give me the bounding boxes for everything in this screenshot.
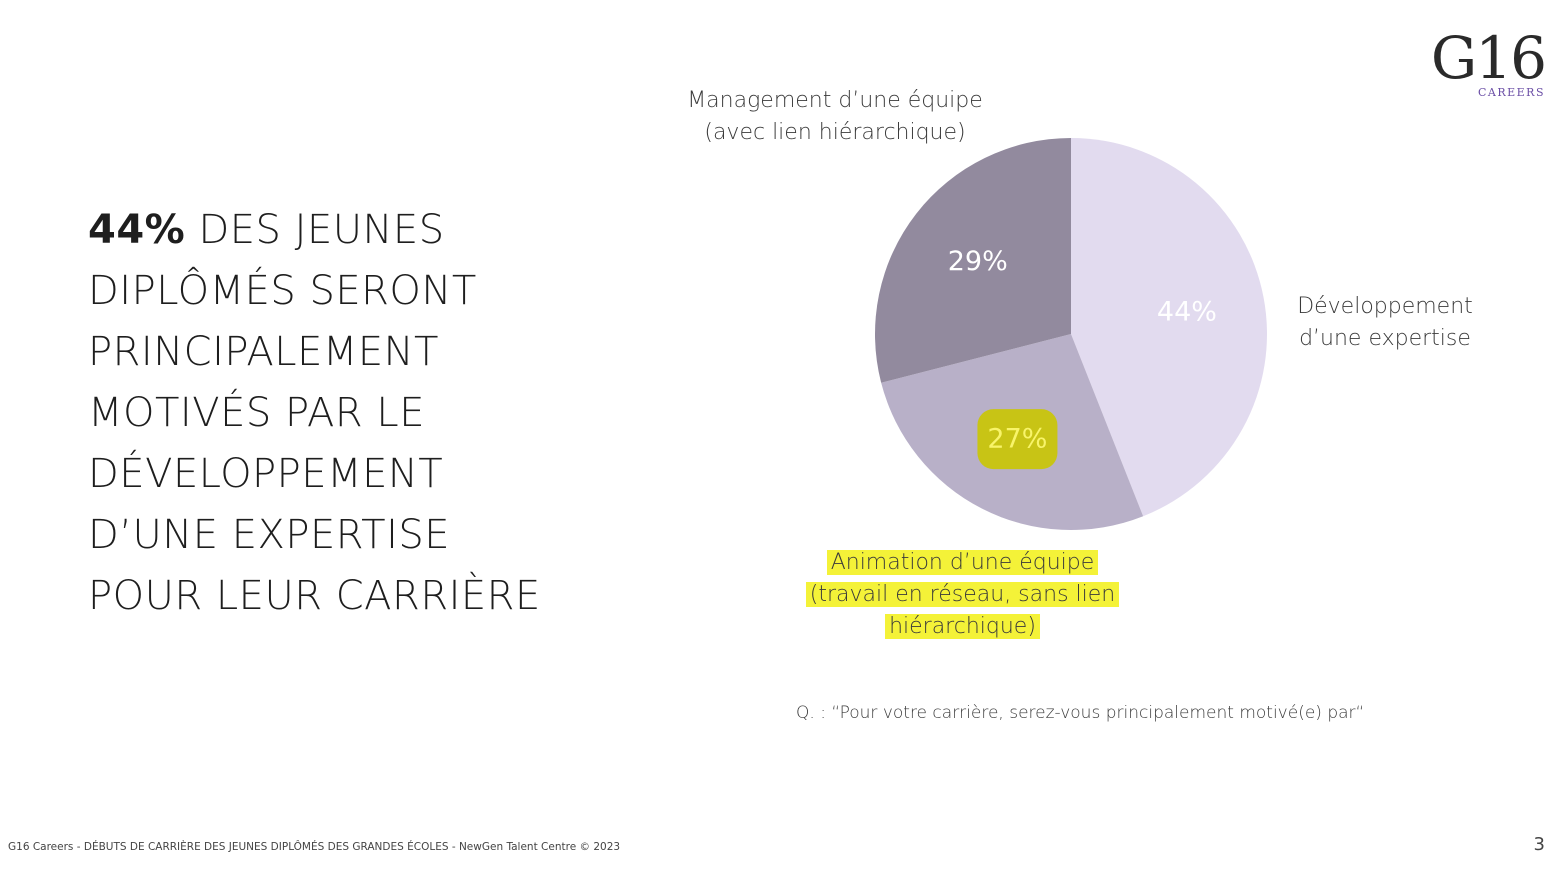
pie-slice-label-1: 27% bbox=[987, 424, 1047, 455]
label-developpement: Développement d’une expertise bbox=[1270, 291, 1500, 355]
label-management-line2: (avec lien hiérarchique) bbox=[704, 120, 966, 145]
pie-label-highlight-1 bbox=[977, 409, 1058, 470]
pie-slice-label-0: 44% bbox=[1157, 296, 1217, 327]
logo-subtitle: CAREERS bbox=[1477, 86, 1545, 99]
pie-slice-0 bbox=[1071, 138, 1268, 517]
pie-slice-label-2: 29% bbox=[948, 246, 1008, 277]
label-animation: Animation d’une équipe (travail en résea… bbox=[790, 547, 1135, 643]
headline: 44% DES JEUNES DIPLÔMÉS SERONT PRINCIPAL… bbox=[88, 200, 568, 627]
label-animation-line3: hiérarchique) bbox=[885, 614, 1040, 639]
brand-logo: G16 CAREERS bbox=[1405, 24, 1547, 99]
label-management-line1: Management d’une équipe bbox=[687, 88, 983, 113]
headline-text: DES JEUNES DIPLÔMÉS SERONT PRINCIPALEMEN… bbox=[88, 207, 541, 619]
label-developpement-line2: d’une expertise bbox=[1299, 326, 1471, 351]
label-developpement-line1: Développement bbox=[1297, 294, 1473, 319]
label-animation-line2: (travail en réseau, sans lien bbox=[805, 582, 1120, 607]
label-management: Management d’une équipe (avec lien hiéra… bbox=[660, 85, 1010, 149]
pie-slice-2 bbox=[875, 138, 1071, 383]
footer-text: G16 Careers - DÉBUTS DE CARRIÈRE DES JEU… bbox=[8, 841, 621, 853]
headline-percent: 44% bbox=[88, 207, 186, 253]
logo-mark: G16 bbox=[1430, 24, 1547, 92]
survey-question: Q. : “Pour votre carrière, serez-vous pr… bbox=[796, 703, 1365, 723]
page-number: 3 bbox=[1533, 834, 1545, 855]
label-animation-line1: Animation d’une équipe bbox=[826, 550, 1099, 575]
